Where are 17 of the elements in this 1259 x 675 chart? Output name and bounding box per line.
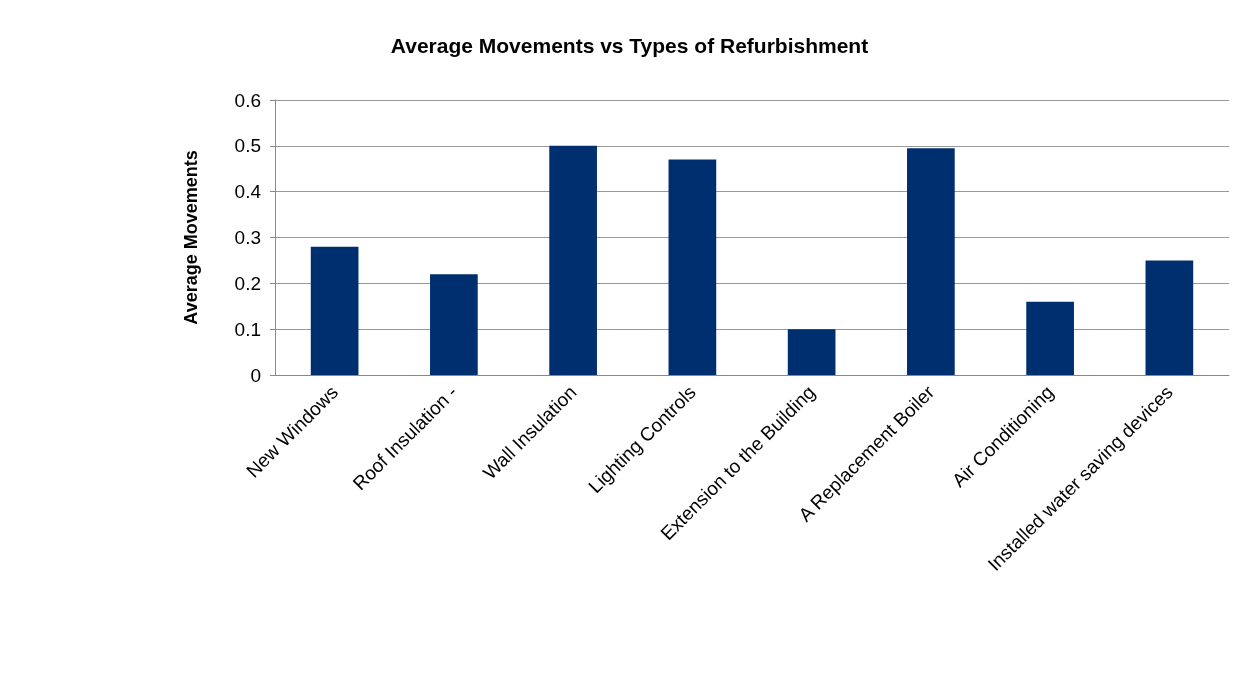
bar (1145, 260, 1194, 375)
chart-title: Average Movements vs Types of Refurbishment (390, 34, 869, 57)
bar (310, 246, 359, 375)
bar (668, 159, 717, 375)
y-axis-title: Average Movements (181, 150, 201, 325)
bar (787, 329, 836, 375)
bar (549, 145, 597, 375)
bar (430, 274, 478, 375)
y-tick-label: 0.6 (234, 89, 261, 111)
y-tick-label: 0 (250, 364, 261, 386)
y-tick-label: 0.4 (234, 181, 262, 203)
y-tick-label: 0.1 (234, 318, 261, 340)
bar (1026, 301, 1074, 375)
y-tick-label: 0.3 (234, 227, 261, 248)
y-tick-label: 0.2 (234, 272, 261, 294)
y-tick-label: 0.5 (234, 135, 261, 157)
bar (907, 148, 955, 375)
